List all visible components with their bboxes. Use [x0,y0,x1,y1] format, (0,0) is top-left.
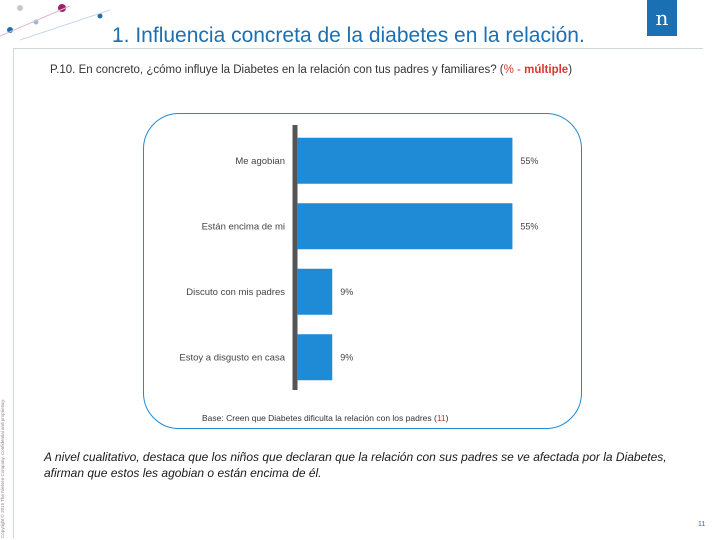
bar-chart: Me agobian 55% Están encima de mi 55% Discut… [179,125,538,390]
question-prefix: P.10. En concreto, ¿cómo influye la Diab… [50,64,504,76]
value-label: 55% [520,156,538,166]
bar [297,137,513,184]
bar [297,268,333,315]
summary-text: A nivel cualitativo, destaca que los niñ… [44,450,667,480]
base-note: Base: Creen que Diabetes dificulta la re… [202,413,449,423]
value-label: 55% [520,221,538,231]
decorative-dots [0,4,120,42]
question-suffix: ) [568,64,573,76]
copyright-note: Copyright © 2015 The Nielsen Company. Co… [0,398,5,538]
page-number: 11 [698,521,706,528]
base-note-suffix: ) [445,413,449,423]
question-pct: % - [503,64,525,76]
bar [297,203,513,250]
question-text: P.10. En concreto, ¿cómo influye la Diab… [50,64,572,76]
frame-top-line [13,48,703,49]
category-label: Discuto con mis padres [186,287,285,298]
value-label: 9% [340,287,353,297]
page-title: 1. Influencia concreta de la diabetes en… [112,24,585,47]
frame-left-line [13,48,14,538]
bar [297,334,333,381]
category-label: Estoy a disgusto en casa [179,352,285,363]
category-label: Me agobian [235,156,285,167]
base-note-count: 11 [436,413,446,423]
brand-logo: n [647,0,677,36]
base-note-text: Base: Creen que Diabetes dificulta la re… [202,413,437,423]
chart-panel [143,113,582,429]
category-label: Están encima de mi [202,221,285,232]
value-label: 9% [340,352,353,362]
question-multiple: múltiple [524,64,569,76]
